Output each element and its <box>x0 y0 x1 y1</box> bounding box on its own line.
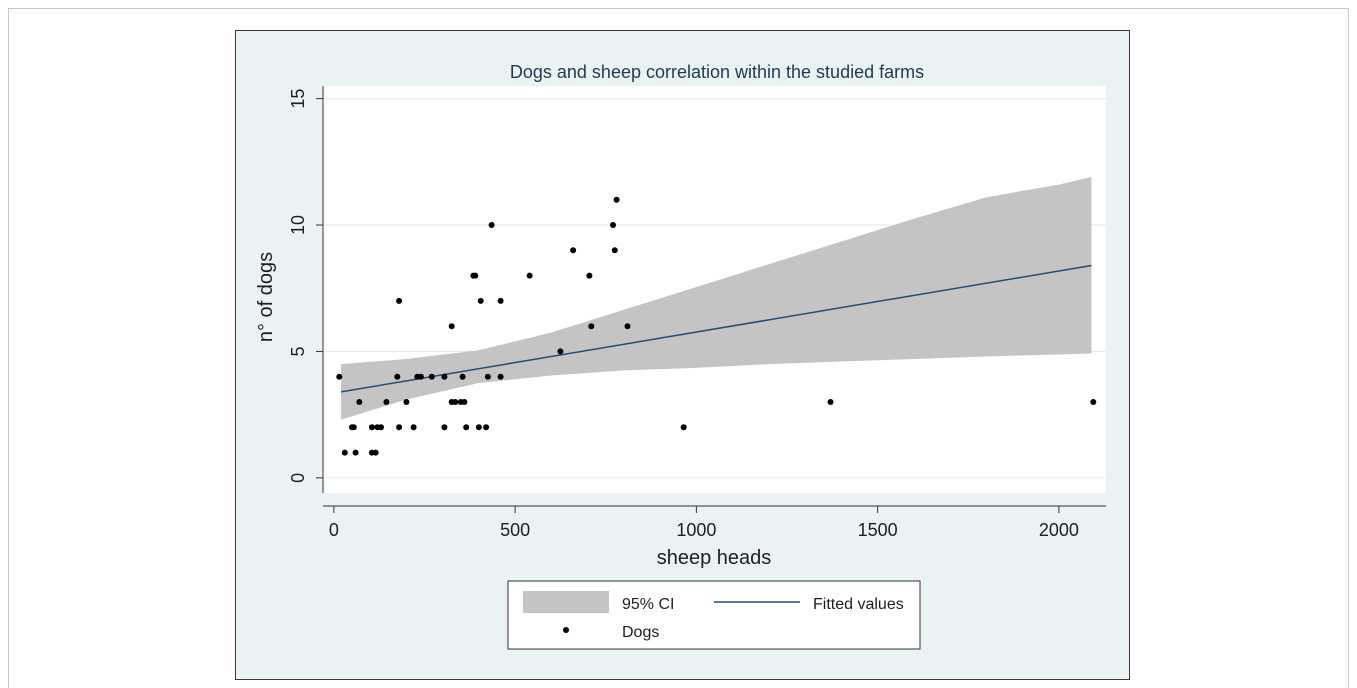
data-point-4 <box>352 449 359 456</box>
data-point-33 <box>483 424 490 431</box>
data-point-8 <box>372 449 379 456</box>
figure-frame <box>8 8 1349 688</box>
confidence-band <box>341 177 1092 420</box>
x-ticks: 0 500 1000 1500 2000 <box>329 506 1079 540</box>
x-tick-label-500: 500 <box>500 520 530 540</box>
data-point-28 <box>463 424 470 431</box>
x-tick-label-0: 0 <box>329 520 339 540</box>
data-point-0 <box>336 373 343 380</box>
legend-points-marker <box>563 627 569 633</box>
data-point-37 <box>497 373 504 380</box>
data-point-30 <box>472 272 479 279</box>
data-point-34 <box>484 373 491 380</box>
data-point-48 <box>827 399 834 405</box>
data-point-12 <box>394 373 401 380</box>
data-point-47 <box>680 424 687 431</box>
legend-ci-swatch <box>523 591 609 613</box>
data-point-21 <box>441 424 448 431</box>
data-points <box>336 196 1097 456</box>
y-axis-label: n° of dogs <box>255 252 277 342</box>
y-ticks: 0 5 10 15 <box>288 89 323 483</box>
legend: 95% CI Fitted values Dogs <box>507 580 921 650</box>
data-point-18 <box>417 373 424 380</box>
data-point-13 <box>396 297 403 304</box>
ci-band-area <box>341 177 1092 420</box>
data-point-31 <box>475 424 482 431</box>
data-point-40 <box>570 247 577 254</box>
data-point-36 <box>497 297 504 304</box>
data-point-43 <box>610 222 616 228</box>
data-point-46 <box>624 323 631 330</box>
data-point-6 <box>368 424 375 431</box>
data-point-3 <box>350 424 357 431</box>
data-point-24 <box>452 399 459 405</box>
data-point-5 <box>356 399 363 405</box>
data-point-38 <box>526 272 533 279</box>
data-point-22 <box>448 323 455 330</box>
chart-figure: Dogs and sheep correlation within the st… <box>235 30 1130 680</box>
data-point-10 <box>378 424 384 431</box>
axes <box>322 86 1106 507</box>
y-tick-label-15: 15 <box>288 89 308 109</box>
data-point-32 <box>477 297 484 304</box>
data-point-49 <box>1090 399 1097 405</box>
data-point-42 <box>588 323 595 330</box>
x-tick-label-2000: 2000 <box>1039 520 1079 540</box>
legend-points-label: Dogs <box>622 624 659 641</box>
data-point-45 <box>613 196 620 203</box>
y-tick-label-5: 5 <box>288 346 308 356</box>
fitted-values-line <box>341 264 1092 393</box>
data-point-14 <box>396 424 403 431</box>
data-point-41 <box>586 272 593 279</box>
data-point-44 <box>611 247 618 254</box>
data-point-15 <box>403 399 410 405</box>
data-point-1 <box>341 449 348 456</box>
chart-svg: Dogs and sheep correlation within the st… <box>255 62 1106 650</box>
x-tick-label-1500: 1500 <box>858 520 898 540</box>
chart-title: Dogs and sheep correlation within the st… <box>510 62 924 82</box>
legend-fit-label: Fitted values <box>813 596 904 613</box>
x-axis-label: sheep heads <box>657 547 772 569</box>
data-point-20 <box>441 373 448 380</box>
data-point-26 <box>459 373 466 380</box>
data-point-39 <box>557 348 564 355</box>
y-tick-label-10: 10 <box>288 215 308 235</box>
data-point-27 <box>461 399 468 405</box>
data-point-19 <box>428 373 435 380</box>
fitted-line <box>341 264 1092 393</box>
x-tick-label-1000: 1000 <box>676 520 716 540</box>
data-point-11 <box>383 399 390 405</box>
y-tick-label-0: 0 <box>288 473 308 483</box>
data-point-35 <box>488 222 495 228</box>
data-point-16 <box>410 424 417 431</box>
legend-ci-label: 95% CI <box>622 596 674 613</box>
